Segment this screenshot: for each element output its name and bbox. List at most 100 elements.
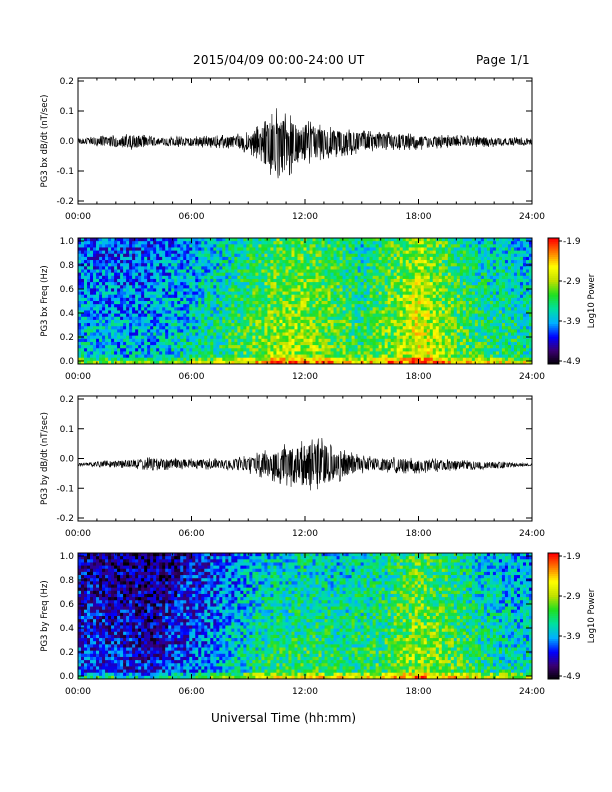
heat-cell bbox=[366, 247, 371, 251]
heat-cell bbox=[156, 244, 160, 248]
heat-cell bbox=[423, 253, 428, 258]
heat-cell bbox=[231, 272, 235, 277]
heat-cell bbox=[81, 247, 85, 251]
heat-cell bbox=[210, 338, 214, 343]
heat-cell bbox=[279, 266, 283, 270]
heat-cell bbox=[102, 326, 106, 330]
heat-cell bbox=[78, 285, 82, 289]
heat-cell bbox=[330, 316, 334, 321]
heat-cell bbox=[228, 323, 232, 327]
heat-cell bbox=[210, 269, 214, 274]
heat-cell bbox=[228, 351, 232, 355]
heat-cell bbox=[207, 288, 211, 292]
heat-cell bbox=[270, 275, 274, 280]
heat-cell bbox=[414, 316, 419, 321]
heat-cell bbox=[429, 241, 434, 245]
heat-cell bbox=[249, 316, 253, 321]
heat-cell bbox=[186, 238, 190, 242]
heat-cell bbox=[363, 238, 368, 242]
heat-cell bbox=[90, 282, 94, 286]
heat-cell bbox=[393, 285, 398, 289]
heat-cell bbox=[345, 253, 349, 258]
heat-cell bbox=[255, 269, 259, 274]
heat-cell bbox=[405, 323, 410, 327]
heat-cell bbox=[303, 345, 307, 349]
heat-cell bbox=[96, 263, 100, 267]
heat-cell bbox=[222, 294, 226, 299]
heat-cell bbox=[180, 285, 184, 289]
heat-cell bbox=[393, 341, 398, 346]
heat-cell bbox=[369, 357, 374, 362]
heat-cell bbox=[201, 354, 205, 359]
heat-cell bbox=[282, 266, 286, 270]
heat-cell bbox=[438, 294, 443, 299]
heat-cell bbox=[390, 297, 395, 302]
heat-cell bbox=[186, 351, 190, 355]
heat-cell bbox=[219, 345, 223, 349]
heat-cell bbox=[153, 329, 157, 333]
heat-cell bbox=[189, 263, 193, 267]
heat-cell bbox=[297, 323, 301, 327]
heat-cell bbox=[309, 304, 313, 308]
heat-cell bbox=[336, 263, 340, 267]
heat-cell bbox=[360, 288, 365, 292]
heat-cell bbox=[150, 348, 154, 352]
heat-cell bbox=[369, 348, 374, 352]
heat-cell bbox=[177, 348, 181, 352]
heat-cell bbox=[303, 247, 307, 251]
heat-cell bbox=[258, 307, 262, 311]
heat-cell bbox=[297, 263, 301, 267]
heat-cell bbox=[390, 332, 395, 337]
heat-cell bbox=[276, 335, 280, 340]
heat-cell bbox=[78, 278, 82, 283]
heat-cell bbox=[351, 316, 356, 321]
heat-cell bbox=[123, 285, 127, 289]
heat-cell bbox=[246, 260, 250, 264]
heat-cell bbox=[381, 269, 386, 274]
heat-cell bbox=[159, 332, 163, 337]
heat-cell bbox=[312, 244, 316, 248]
heat-cell bbox=[384, 323, 389, 327]
heat-cell bbox=[351, 304, 356, 308]
heat-cell bbox=[414, 247, 419, 251]
heat-cell bbox=[129, 241, 133, 245]
heat-cell bbox=[393, 269, 398, 274]
heat-cell bbox=[279, 247, 283, 251]
heat-cell bbox=[300, 329, 304, 333]
heat-cell bbox=[192, 247, 196, 251]
heat-cell bbox=[123, 250, 127, 255]
heat-cell bbox=[411, 338, 416, 343]
x-tick-label: 00:00 bbox=[65, 212, 91, 222]
heat-cell bbox=[207, 275, 211, 280]
heat-cell bbox=[300, 244, 304, 248]
heat-cell bbox=[255, 282, 259, 286]
heat-cell bbox=[237, 357, 241, 362]
heat-cell bbox=[174, 260, 178, 264]
heat-cell bbox=[336, 335, 340, 340]
heat-cell bbox=[201, 310, 205, 314]
heat-cell bbox=[93, 282, 97, 286]
heat-cell bbox=[165, 266, 169, 270]
heat-cell bbox=[330, 263, 334, 267]
heat-cell bbox=[114, 244, 118, 248]
heat-cell bbox=[165, 250, 169, 255]
heat-cell bbox=[276, 332, 280, 337]
heat-cell bbox=[237, 360, 241, 365]
heat-cell bbox=[216, 244, 220, 248]
heat-cell bbox=[378, 338, 383, 343]
heat-cell bbox=[273, 266, 277, 270]
heat-cell bbox=[117, 238, 121, 242]
heat-cell bbox=[189, 326, 193, 330]
heat-cell bbox=[261, 282, 265, 286]
heat-cell bbox=[156, 335, 160, 340]
heat-cell bbox=[228, 272, 232, 277]
heat-cell bbox=[438, 335, 443, 340]
heat-cell bbox=[342, 263, 346, 267]
heat-cell bbox=[189, 338, 193, 343]
heat-cell bbox=[426, 345, 431, 349]
heat-cell bbox=[147, 323, 151, 327]
heat-cell bbox=[246, 319, 250, 324]
heat-cell bbox=[186, 269, 190, 274]
heat-cell bbox=[102, 297, 106, 302]
heat-cell bbox=[393, 282, 398, 286]
